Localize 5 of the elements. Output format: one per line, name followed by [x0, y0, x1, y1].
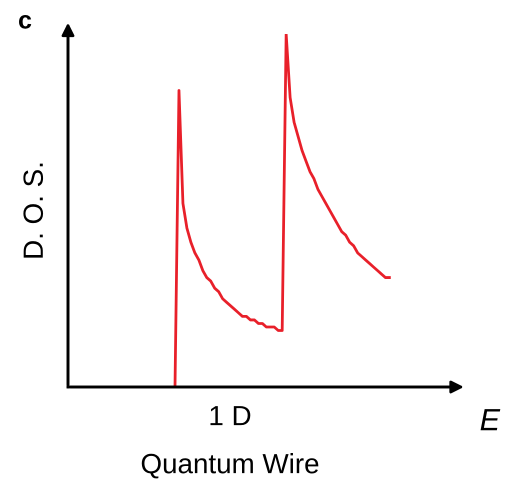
chart-title: c: [19, 15, 32, 29]
text: Quantum Wire: [142, 453, 318, 478]
y-axis-title: D. O. S.: [23, 164, 44, 258]
x-axis-title: E: [480, 409, 500, 430]
text: 1 D: [210, 406, 250, 426]
